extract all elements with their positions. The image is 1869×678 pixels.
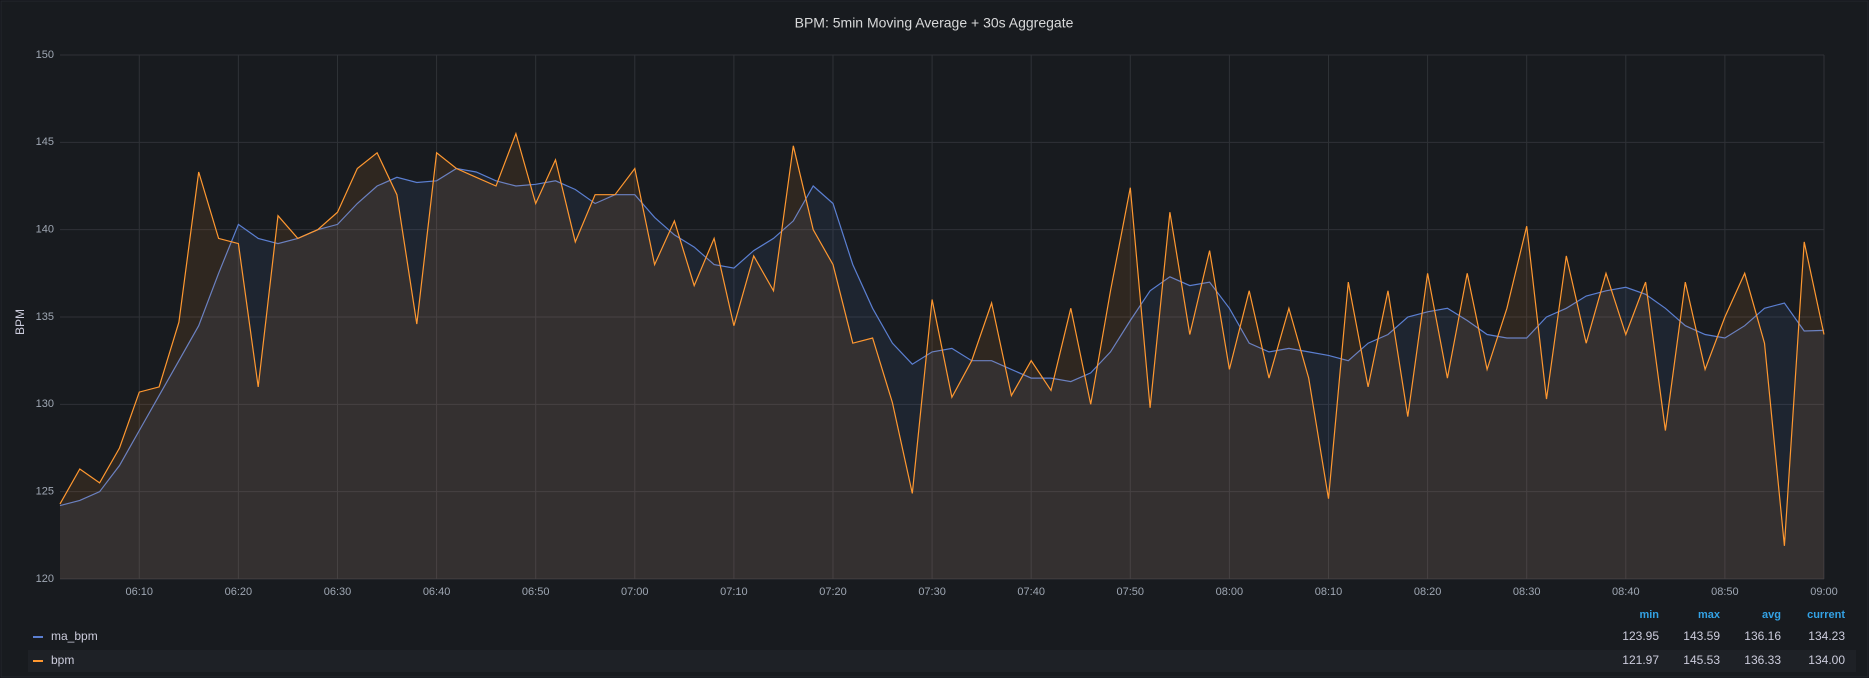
legend-entry[interactable]: bpm (51, 653, 74, 667)
y-tick-label: 130 (36, 398, 54, 410)
x-tick-label: 07:10 (720, 586, 748, 598)
x-tick-label: 06:10 (126, 586, 154, 598)
legend-stat: 136.33 (1744, 653, 1781, 667)
y-tick-label: 140 (36, 224, 54, 236)
x-tick-label: 06:40 (423, 586, 451, 598)
legend-stat: 134.23 (1808, 629, 1845, 643)
y-tick-label: 145 (36, 136, 54, 148)
y-axis-label: BPM (13, 309, 27, 335)
legend-stat: 134.00 (1808, 653, 1845, 667)
x-tick-label: 06:30 (324, 586, 352, 598)
legend-row-background (28, 650, 1856, 672)
x-tick-label: 09:00 (1810, 586, 1838, 598)
series-line (59, 131, 1825, 546)
legend-stat: 136.16 (1744, 629, 1781, 643)
legend-stat: 123.95 (1622, 629, 1659, 643)
x-tick-label: 08:40 (1612, 586, 1640, 598)
legend-column-header: min (1639, 609, 1659, 621)
x-tick-label: 07:20 (819, 586, 847, 598)
legend-entry[interactable]: ma_bpm (51, 629, 98, 643)
x-tick-label: 07:30 (918, 586, 946, 598)
legend-column-header: current (1807, 609, 1845, 621)
x-tick-label: 06:50 (522, 586, 550, 598)
x-tick-label: 08:50 (1711, 586, 1739, 598)
y-tick-label: 125 (36, 486, 54, 498)
x-tick-label: 07:50 (1117, 586, 1145, 598)
legend-stat: 143.59 (1683, 629, 1720, 643)
x-tick-label: 08:00 (1216, 586, 1244, 598)
x-tick-label: 07:40 (1017, 586, 1045, 598)
y-tick-label: 135 (36, 311, 54, 323)
legend-stat: 145.53 (1683, 653, 1720, 667)
y-tick-label: 120 (36, 573, 54, 585)
legend-stat: 121.97 (1622, 653, 1659, 667)
x-tick-label: 08:10 (1315, 586, 1343, 598)
y-tick-label: 150 (36, 49, 54, 61)
x-tick-label: 08:20 (1414, 586, 1442, 598)
panel-title: BPM: 5min Moving Average + 30s Aggregate (795, 15, 1074, 31)
x-tick-label: 08:30 (1513, 586, 1541, 598)
legend-column-header: avg (1762, 609, 1781, 621)
x-tick-label: 07:00 (621, 586, 649, 598)
series-area (60, 168, 1824, 579)
x-tick-label: 06:20 (225, 586, 253, 598)
legend-column-header: max (1698, 609, 1721, 621)
series-area (60, 133, 1824, 579)
